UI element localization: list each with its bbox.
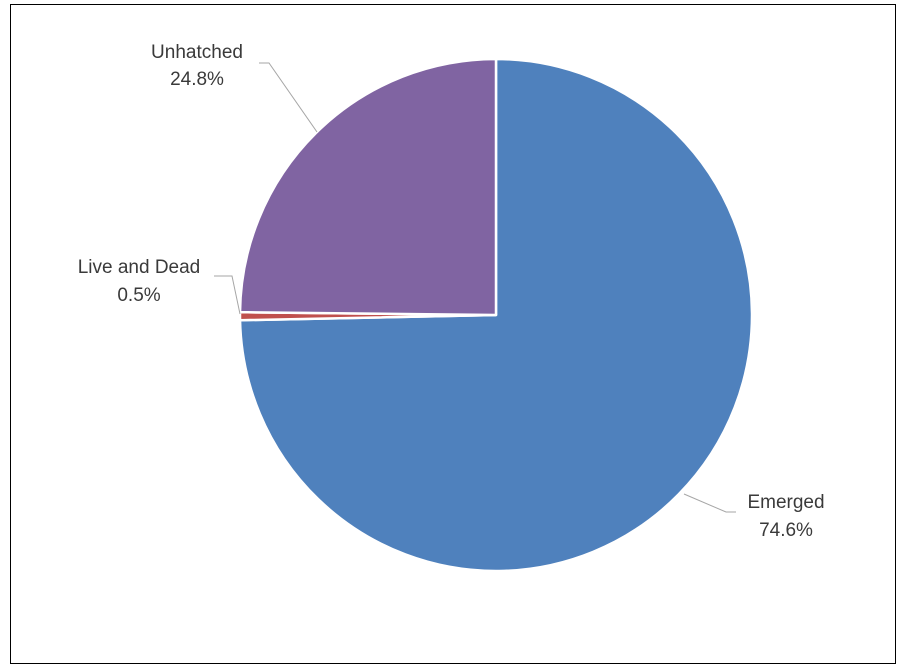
leader-line-unhatched — [259, 62, 318, 133]
pie-slice-emerged — [238, 57, 754, 573]
pie-slice-unhatched — [238, 57, 498, 317]
slice-label-emerged: Emerged — [747, 492, 824, 513]
slice-label-live-and-dead: Live and Dead — [78, 257, 201, 278]
slice-value-live-and-dead: 0.5% — [117, 285, 160, 306]
leader-lines — [214, 62, 736, 513]
pie-slices — [238, 57, 754, 573]
slice-value-unhatched: 24.8% — [170, 69, 224, 90]
leader-line-live-and-dead — [214, 275, 241, 315]
pie-chart: Unhatched 24.8% Live and Dead 0.5% Emerg… — [78, 42, 825, 573]
leader-line-emerged — [683, 493, 736, 513]
slice-label-unhatched: Unhatched — [151, 42, 243, 63]
slice-value-emerged: 74.6% — [759, 520, 813, 541]
